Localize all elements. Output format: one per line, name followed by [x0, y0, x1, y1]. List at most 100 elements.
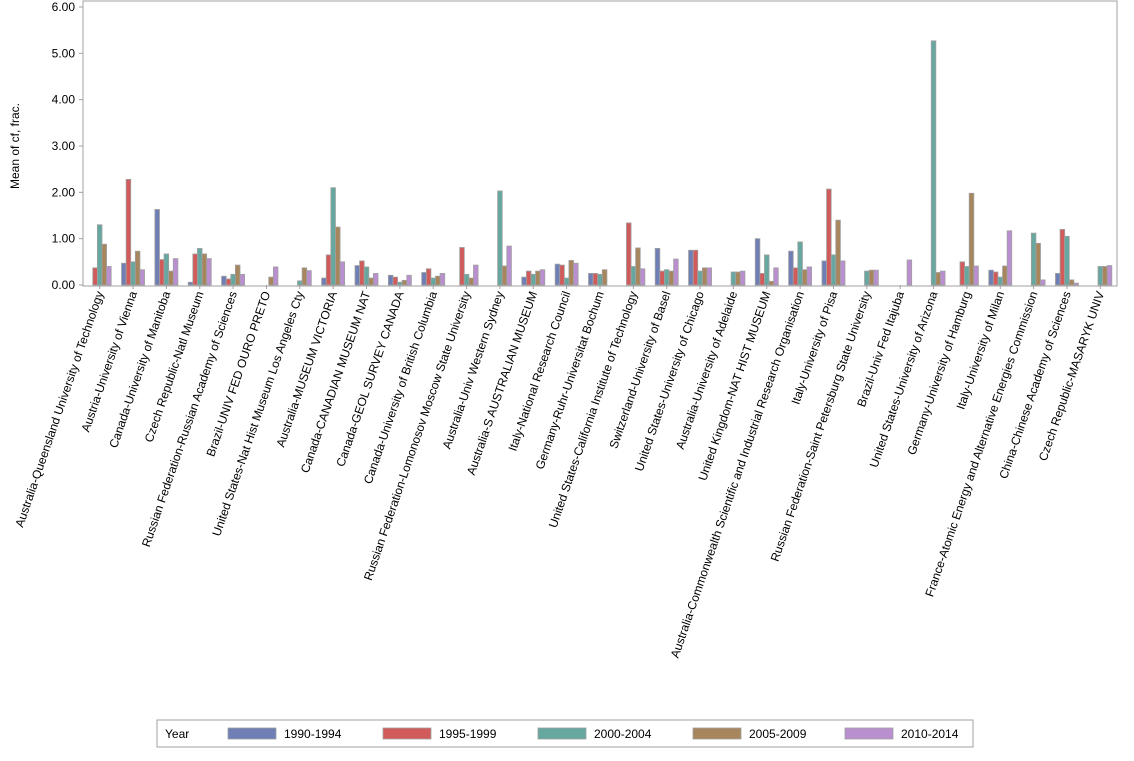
- bar-2005-2009: [1002, 265, 1008, 286]
- y-axis-label: Mean of cf, frac.: [8, 103, 22, 189]
- bar-2005-2009: [568, 260, 574, 286]
- bar-2005-2009: [501, 265, 508, 286]
- bar-2000-2004: [563, 277, 570, 286]
- bar-2000-2004: [930, 40, 937, 286]
- bar-2010-2014: [673, 258, 679, 286]
- legend-label: 1995-1999: [439, 727, 497, 741]
- bar-2005-2009: [1035, 242, 1041, 286]
- bar-2000-2004: [397, 281, 403, 286]
- bar-1995-1999: [159, 259, 165, 286]
- bar-2010-2014: [172, 258, 179, 286]
- bar-2000-2004: [363, 266, 370, 286]
- legend-swatch: [692, 727, 742, 740]
- x-tick-label: Brazil-UNIV FED OURO PRETO: [203, 289, 273, 458]
- bar-2000-2004: [497, 190, 503, 286]
- bar-2005-2009: [435, 275, 441, 286]
- bar-2005-2009: [468, 277, 474, 286]
- bar-2000-2004: [797, 241, 803, 286]
- bar-2000-2004: [130, 261, 136, 286]
- x-tick-label: Canada-University of Manitoba: [106, 289, 173, 450]
- bar-2000-2004: [1097, 266, 1104, 286]
- bar-1995-1999: [225, 278, 232, 286]
- legend: Year 1990-1994 1995-1999 2000-2004 2005-200…: [156, 719, 974, 748]
- bar-1995-1999: [592, 273, 599, 286]
- bar-2010-2014: [806, 266, 813, 286]
- legend-label: 2000-2004: [594, 727, 652, 741]
- bar-2010-2014: [873, 269, 879, 286]
- x-tick-label: Australia-University of Adelaide: [673, 289, 740, 451]
- bar-2005-2009: [101, 243, 107, 286]
- legend-swatch: [382, 727, 432, 740]
- bar-2000-2004: [764, 254, 770, 286]
- bar-2000-2004: [430, 277, 436, 286]
- bar-1995-1999: [359, 260, 365, 286]
- bar-2005-2009: [535, 270, 541, 286]
- x-tick-label: Australia-Univ Western Sydney: [440, 289, 507, 450]
- bar-2010-2014: [773, 267, 779, 286]
- bar-1995-1999: [392, 276, 398, 286]
- bar-2005-2009: [201, 253, 208, 286]
- bar-2010-2014: [973, 265, 979, 286]
- bar-1995-1999: [559, 264, 565, 286]
- bar-2000-2004: [197, 247, 203, 286]
- bar-2005-2009: [335, 226, 341, 286]
- bar-1995-1999: [459, 247, 465, 286]
- bar-2000-2004: [1030, 232, 1037, 286]
- legend-label: 1990-1994: [284, 727, 342, 741]
- bar-2000-2004: [664, 269, 670, 286]
- bar-2010-2014: [940, 270, 946, 286]
- bar-2010-2014: [539, 269, 546, 286]
- bar-2000-2004: [330, 187, 336, 286]
- bar-2005-2009: [968, 192, 975, 286]
- bar-2000-2004: [463, 273, 470, 286]
- bar-2005-2009: [802, 269, 808, 286]
- y-tick-label: 2.00: [52, 185, 76, 199]
- bar-2000-2004: [997, 276, 1003, 286]
- bar-2010-2014: [373, 273, 379, 286]
- y-tick-label: 1.00: [52, 232, 76, 246]
- x-tick-label: Germany-University of Hamburg: [904, 289, 973, 456]
- legend-swatch: [844, 727, 894, 740]
- bar-2010-2014: [306, 270, 312, 286]
- bar-2010-2014: [406, 274, 412, 286]
- bar-2000-2004: [163, 253, 170, 286]
- y-tick-label: 0.00: [52, 278, 76, 292]
- bar-2005-2009: [735, 271, 741, 286]
- bar-2010-2014: [106, 266, 112, 286]
- bar-2005-2009: [835, 219, 841, 286]
- bar-2010-2014: [573, 262, 579, 286]
- bar-2005-2009: [1102, 266, 1108, 286]
- bar-2005-2009: [668, 270, 675, 286]
- bar-1995-1999: [125, 178, 132, 286]
- bar-2000-2004: [1064, 235, 1070, 286]
- bar-1995-1999: [1059, 228, 1066, 286]
- bar-1990-1994: [654, 247, 661, 286]
- bar-2010-2014: [739, 270, 746, 286]
- bar-1995-1999: [759, 273, 765, 286]
- bar-2010-2014: [206, 258, 212, 286]
- bar-2010-2014: [139, 269, 145, 286]
- bar-1990-1994: [588, 273, 594, 286]
- bar-1990-1994: [187, 281, 194, 286]
- bar-2010-2014: [1040, 279, 1046, 286]
- bar-1990-1994: [121, 262, 127, 286]
- bar-2005-2009: [935, 272, 941, 286]
- bar-1995-1999: [92, 267, 98, 286]
- bar-2010-2014: [1106, 265, 1113, 286]
- bar-2005-2009: [868, 269, 875, 286]
- bar-1995-1999: [425, 268, 432, 286]
- bar-2000-2004: [230, 273, 236, 286]
- bar-2005-2009: [134, 250, 141, 286]
- bar-2000-2004: [864, 270, 870, 286]
- bar-2010-2014: [473, 264, 479, 286]
- bar-2005-2009: [601, 269, 608, 286]
- bar-1995-1999: [792, 267, 799, 286]
- bar-1990-1994: [521, 276, 527, 286]
- bar-1995-1999: [626, 222, 632, 286]
- bar-2010-2014: [339, 261, 346, 286]
- bar-1990-1994: [421, 272, 427, 286]
- bar-2010-2014: [439, 273, 446, 286]
- bar-2010-2014: [239, 273, 245, 286]
- bar-1990-1994: [988, 269, 994, 286]
- bar-2005-2009: [234, 264, 241, 286]
